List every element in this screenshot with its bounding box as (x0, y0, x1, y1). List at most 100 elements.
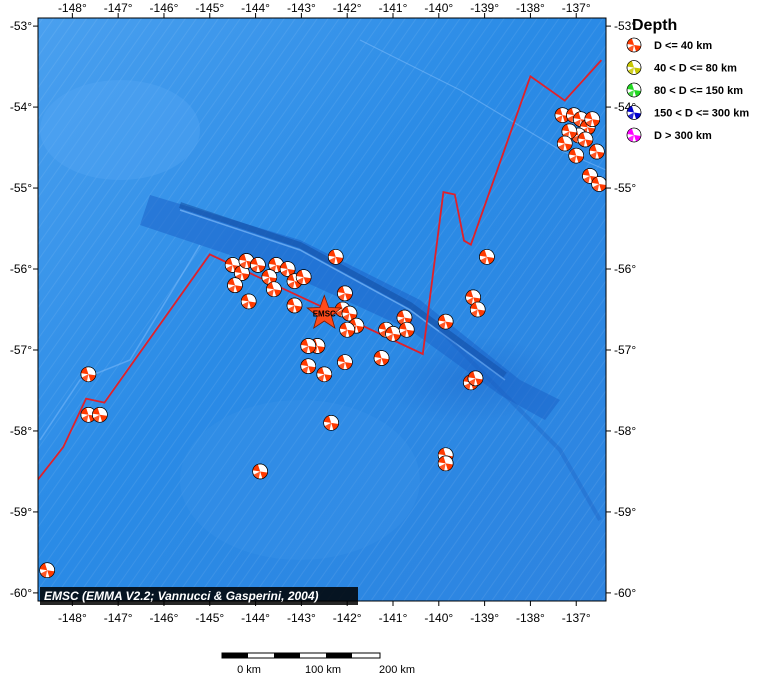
event-beachball[interactable] (584, 111, 601, 128)
legend-beachball-icon (626, 82, 642, 98)
lon-label-bottom: -137° (562, 611, 591, 625)
scale-label-200: 200 km (379, 664, 415, 675)
event-beachball[interactable] (295, 269, 312, 285)
event-beachball[interactable] (339, 321, 355, 338)
legend-item: 80 < D <= 150 km (626, 82, 743, 98)
event-layer (39, 107, 607, 579)
legend-beachball-icon (626, 37, 642, 53)
event-beachball[interactable] (437, 313, 454, 330)
event-beachball[interactable] (396, 309, 413, 326)
event-beachball[interactable] (266, 281, 282, 298)
epicenter-star[interactable] (306, 294, 343, 330)
event-beachball[interactable] (437, 455, 454, 472)
event-beachball[interactable] (398, 321, 415, 338)
lon-label-top: -148° (58, 1, 87, 15)
lon-label-bottom: -140° (424, 611, 453, 625)
legend-item: D <= 40 km (626, 37, 712, 53)
lon-label-top: -140° (424, 1, 453, 15)
legend-item-label: 80 < D <= 150 km (654, 85, 743, 97)
plate-boundary (38, 59, 603, 481)
event-beachball[interactable] (479, 249, 495, 265)
legend-item-label: D <= 40 km (654, 40, 712, 52)
lat-label-left: -54° (10, 100, 32, 114)
legend-item: D > 300 km (626, 127, 712, 143)
legend-beachball-icon (626, 60, 642, 75)
legend-item-label: 150 < D <= 300 km (654, 108, 749, 120)
event-beachball[interactable] (327, 249, 344, 265)
lon-label-bottom: -146° (150, 611, 179, 625)
event-beachball[interactable] (465, 289, 481, 306)
lat-label-right: -56° (614, 262, 636, 276)
event-beachball[interactable] (385, 325, 401, 342)
event-beachball[interactable] (337, 285, 353, 302)
event-beachball[interactable] (556, 135, 573, 152)
lat-label-left: -60° (10, 586, 32, 600)
event-beachball[interactable] (279, 261, 296, 277)
event-beachball[interactable] (300, 338, 317, 354)
lon-label-bottom: -142° (333, 611, 362, 625)
lon-label-top: -142° (333, 1, 362, 15)
legend: Depth D <= 40 km 40 < D <= 80 km 80 < D <=… (626, 17, 749, 143)
lat-label-right: -59° (614, 505, 636, 519)
lat-label-left: -58° (10, 424, 32, 438)
lat-label-left: -59° (10, 505, 32, 519)
event-beachball[interactable] (589, 143, 605, 160)
lon-label-top: -145° (195, 1, 224, 15)
legend-beachball-icon (626, 105, 642, 120)
lon-label-top: -147° (104, 1, 133, 15)
legend-beachball-icon (626, 127, 642, 143)
scale-bar: 0 km 100 km 200 km (221, 652, 415, 675)
event-beachball[interactable] (240, 293, 257, 310)
legend-item-label: D > 300 km (654, 130, 712, 142)
event-beachball[interactable] (591, 176, 607, 192)
lon-label-bottom: -144° (241, 611, 270, 625)
lat-label-right: -55° (614, 181, 636, 195)
legend-item: 150 < D <= 300 km (626, 105, 749, 120)
credit-box: EMSC (EMMA V2.2; Vannucci & Gasperini, 2… (40, 587, 358, 605)
event-beachball[interactable] (469, 301, 486, 318)
lon-label-top: -143° (287, 1, 316, 15)
lon-label-bottom: -141° (379, 611, 408, 625)
lon-label-bottom: -147° (104, 611, 133, 625)
event-beachball[interactable] (286, 297, 303, 314)
lon-label-top: -141° (379, 1, 408, 15)
lat-label-left: -53° (10, 19, 32, 33)
event-beachball[interactable] (568, 147, 585, 164)
legend-title: Depth (632, 17, 677, 34)
event-beachball[interactable] (316, 366, 333, 383)
event-beachball[interactable] (252, 463, 268, 480)
lat-label-right: -53° (614, 19, 636, 33)
event-beachball[interactable] (337, 354, 353, 370)
credit-text: EMSC (EMMA V2.2; Vannucci & Gasperini, 2… (44, 589, 319, 603)
lon-label-top: -139° (470, 1, 499, 15)
event-beachball[interactable] (341, 305, 358, 322)
boundary-polyline (38, 59, 603, 481)
lon-label-bottom: -145° (195, 611, 224, 625)
event-beachball[interactable] (92, 406, 108, 423)
event-beachball[interactable] (261, 269, 278, 285)
event-beachball[interactable] (323, 415, 339, 431)
lon-label-top: -146° (150, 1, 179, 15)
scale-label-0: 0 km (237, 664, 261, 675)
lat-label-right: -57° (614, 343, 636, 357)
lat-label-left: -55° (10, 181, 32, 195)
lat-label-right: -60° (614, 586, 636, 600)
event-beachball[interactable] (577, 131, 594, 148)
event-beachball[interactable] (250, 257, 266, 273)
event-beachball[interactable] (234, 265, 250, 281)
epicenter-group[interactable]: EMSC (306, 294, 343, 330)
event-beachball[interactable] (300, 358, 317, 374)
lat-label-right: -58° (614, 424, 636, 438)
graticule: -148° -148° -147° -147° -146° -146° -145° -145°… (10, 1, 637, 625)
event-beachball[interactable] (39, 562, 55, 579)
scale-label-100: 100 km (305, 664, 341, 675)
event-beachball[interactable] (227, 277, 243, 294)
event-beachball[interactable] (373, 350, 390, 366)
lon-label-bottom: -148° (58, 611, 87, 625)
lon-label-top: -144° (241, 1, 270, 15)
event-beachball[interactable] (467, 370, 484, 387)
event-beachball[interactable] (80, 366, 97, 383)
lon-label-top: -137° (562, 1, 591, 15)
lon-label-bottom: -138° (516, 611, 545, 625)
